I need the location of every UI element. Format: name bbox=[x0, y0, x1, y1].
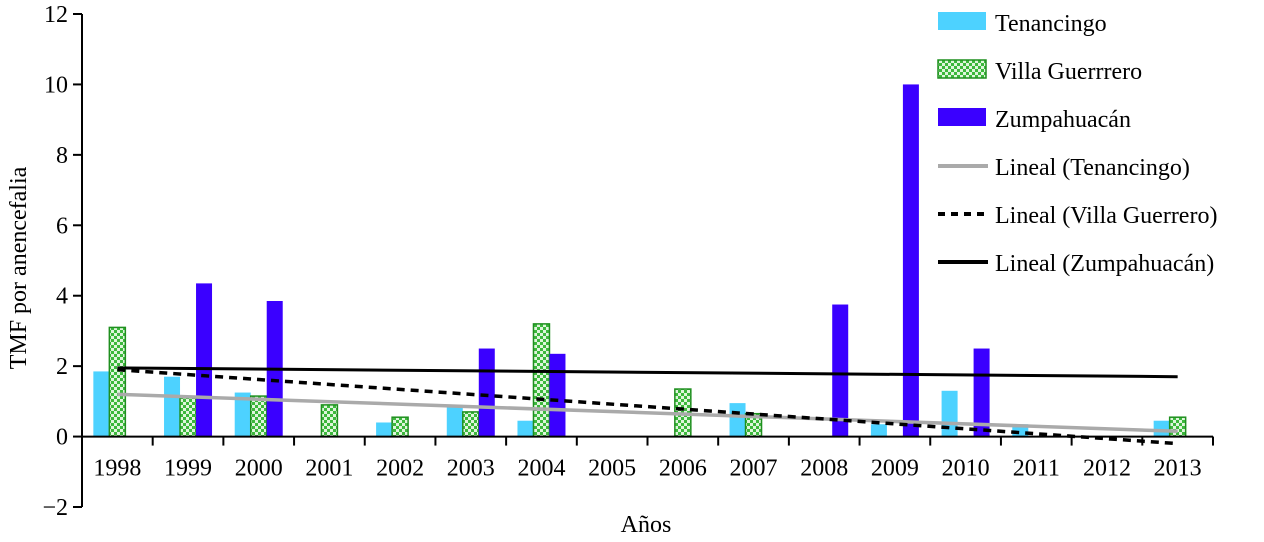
bar-tenancingo-2010 bbox=[941, 390, 958, 437]
x-tick-label: 2007 bbox=[730, 456, 778, 482]
x-tick-label: 2004 bbox=[517, 456, 565, 482]
x-tick-label: 2002 bbox=[376, 456, 424, 482]
legend-label: Villa Guerrrero bbox=[995, 59, 1142, 85]
x-ticks: 1998 1999 2000 2001 2002 2003 2004 2005 2006 2007… bbox=[81, 436, 1214, 482]
y-tick-label: 12 bbox=[44, 2, 68, 28]
y-tick-label: 4 bbox=[56, 284, 68, 310]
legend-swatch bbox=[938, 108, 986, 126]
bar-zumpahuac-n-2008 bbox=[832, 304, 849, 437]
bar-zumpahuac-n-2010 bbox=[973, 348, 990, 437]
y-axis-label: TMF por anencefalia bbox=[6, 166, 32, 369]
bar-villa-guerrrero-2013 bbox=[1168, 416, 1187, 438]
x-tick-label: 2012 bbox=[1083, 456, 1131, 482]
bar-villa-guerrrero-1999 bbox=[179, 397, 197, 438]
x-tick-label: 2005 bbox=[588, 456, 636, 482]
bar-tenancingo-2002 bbox=[376, 422, 393, 437]
legend-label: Lineal (Zumpahuacán) bbox=[995, 251, 1214, 277]
x-tick-label: 1998 bbox=[93, 456, 141, 482]
bar-tenancingo-2000 bbox=[234, 392, 251, 437]
bar-zumpahuac-n-2004 bbox=[549, 353, 566, 437]
trendline-2 bbox=[117, 366, 1178, 379]
y-tick-label: −2 bbox=[42, 495, 68, 521]
bar-zumpahuac-n-2003 bbox=[478, 348, 495, 437]
bar-zumpahuac-n-1999 bbox=[196, 283, 213, 437]
x-tick-label: 2001 bbox=[305, 456, 353, 482]
x-tick-label: 2009 bbox=[871, 456, 919, 482]
y-tick-label: 8 bbox=[56, 143, 68, 169]
bar-villa-guerrrero-2000 bbox=[249, 395, 268, 438]
legend-swatch bbox=[938, 12, 986, 30]
bar-villa-guerrrero-2003 bbox=[462, 411, 480, 438]
bar-tenancingo-1998 bbox=[93, 371, 110, 437]
y-tick-label: 2 bbox=[56, 354, 68, 380]
y-ticks: −2 0 2 4 6 8 10 12 bbox=[42, 2, 82, 521]
bar-villa-guerrrero-1998 bbox=[108, 326, 127, 438]
bar-tenancingo-2013 bbox=[1153, 420, 1170, 437]
x-tick-label: 2008 bbox=[800, 456, 848, 482]
legend-label: Zumpahuacán bbox=[995, 107, 1131, 133]
bar-tenancingo-1999 bbox=[164, 376, 181, 437]
legend-label: Lineal (Tenancingo) bbox=[995, 155, 1190, 181]
trendlines-layer bbox=[117, 366, 1178, 446]
x-axis-label: Años bbox=[621, 512, 672, 538]
bar-villa-guerrrero-2004 bbox=[532, 323, 551, 438]
legend-label: Tenancingo bbox=[995, 11, 1107, 37]
legend-swatch bbox=[937, 59, 987, 79]
bar-tenancingo-2007 bbox=[729, 403, 746, 437]
x-tick-label: 2006 bbox=[659, 456, 707, 482]
x-tick-label: 2003 bbox=[447, 456, 495, 482]
bar-tenancingo-2003 bbox=[446, 404, 463, 437]
x-tick-label: 2013 bbox=[1154, 456, 1202, 482]
x-tick-label: 2000 bbox=[235, 456, 283, 482]
trendline-0 bbox=[117, 392, 1178, 434]
bar-villa-guerrrero-2001 bbox=[320, 404, 339, 438]
bar-zumpahuac-n-2009 bbox=[902, 84, 919, 437]
bar-tenancingo-2004 bbox=[517, 420, 534, 437]
y-tick-label: 10 bbox=[44, 72, 68, 98]
trendline-1 bbox=[117, 367, 1178, 446]
legend-label: Lineal (Villa Guerrero) bbox=[995, 203, 1217, 229]
x-tick-label: 1999 bbox=[164, 456, 212, 482]
legend: Tenancingo Villa Guerrrero Zumpahuacán Line… bbox=[937, 11, 1217, 277]
bar-villa-guerrrero-2002 bbox=[391, 416, 409, 438]
y-tick-label: 0 bbox=[56, 425, 68, 451]
y-tick-label: 6 bbox=[56, 213, 68, 239]
x-tick-label: 2010 bbox=[942, 456, 990, 482]
bar-tenancingo-2009 bbox=[870, 424, 887, 437]
x-tick-label: 2011 bbox=[1013, 456, 1060, 482]
